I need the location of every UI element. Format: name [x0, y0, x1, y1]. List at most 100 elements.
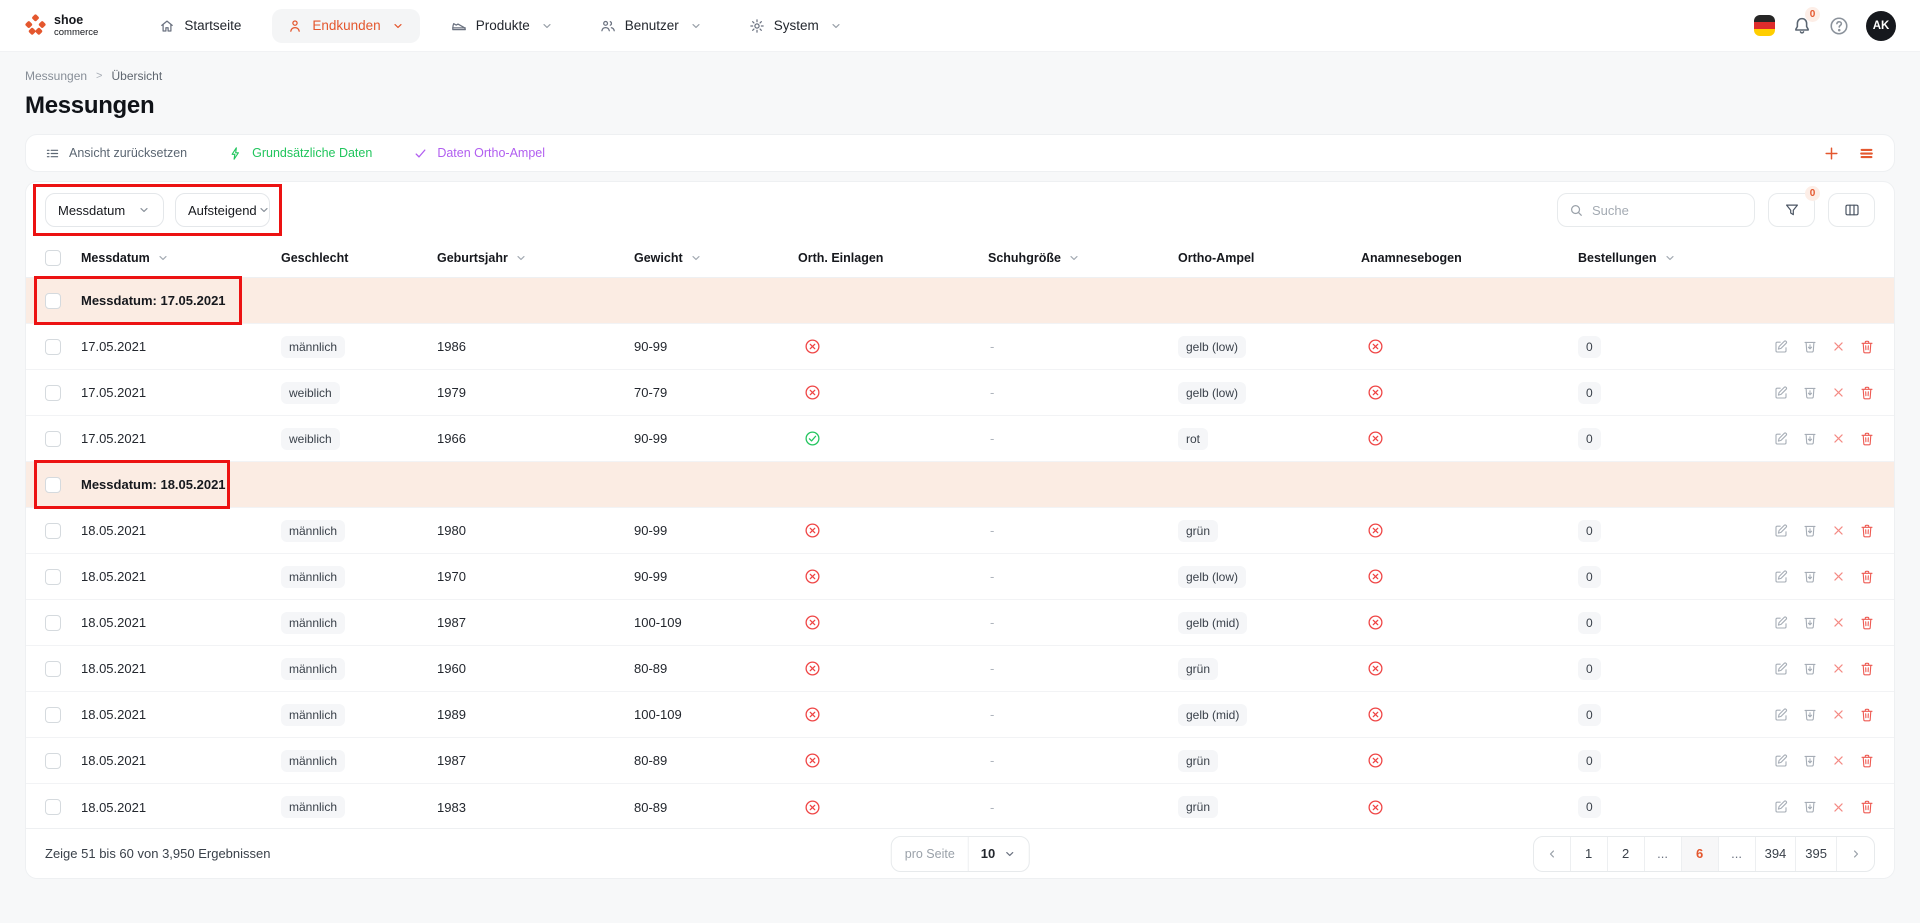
trash-action-button[interactable]: [1859, 339, 1875, 355]
trash-action-button[interactable]: [1859, 615, 1875, 631]
cell-bestellungen: 0: [1578, 796, 1725, 818]
circle-x-icon: [804, 522, 821, 539]
edit-action-button[interactable]: [1773, 753, 1789, 769]
trash-action-button[interactable]: [1859, 523, 1875, 539]
view-button-grunds-tzliche-daten[interactable]: Grundsätzliche Daten: [228, 146, 372, 161]
trash-action-button[interactable]: [1859, 431, 1875, 447]
row-checkbox[interactable]: [45, 568, 61, 585]
archive-action-button[interactable]: [1802, 569, 1818, 585]
edit-action-button[interactable]: [1773, 707, 1789, 723]
trash-action-button[interactable]: [1859, 799, 1875, 815]
trash-action-button[interactable]: [1859, 707, 1875, 723]
nav-item-benutzer[interactable]: Benutzer: [585, 9, 718, 43]
sort-direction-select[interactable]: Aufsteigend: [175, 193, 270, 227]
row-checkbox[interactable]: [45, 338, 61, 355]
select-all-checkbox[interactable]: [45, 249, 61, 266]
bestellungen-badge: 0: [1578, 381, 1601, 404]
edit-action-button[interactable]: [1773, 523, 1789, 539]
remove-action-button[interactable]: [1831, 800, 1846, 815]
archive-action-button[interactable]: [1802, 339, 1818, 355]
bestellungen-badge: 0: [1578, 657, 1601, 680]
remove-action-button[interactable]: [1831, 707, 1846, 722]
row-checkbox[interactable]: [45, 430, 61, 447]
column-header-bestellungen[interactable]: Bestellungen: [1578, 251, 1725, 265]
rows-icon[interactable]: [1858, 145, 1875, 162]
remove-action-button[interactable]: [1831, 339, 1846, 354]
notifications-button[interactable]: 0: [1792, 6, 1820, 36]
edit-action-button[interactable]: [1773, 799, 1789, 815]
breadcrumb-item-uebersicht[interactable]: Übersicht: [111, 69, 163, 83]
column-header-geburtsjahr[interactable]: Geburtsjahr: [437, 251, 634, 265]
edit-action-button[interactable]: [1773, 569, 1789, 585]
remove-action-button[interactable]: [1831, 661, 1846, 676]
group-checkbox[interactable]: [45, 476, 61, 493]
pagination-prev-button[interactable]: [1534, 836, 1571, 871]
pagination-page-2[interactable]: 2: [1608, 836, 1645, 871]
row-checkbox[interactable]: [45, 522, 61, 539]
archive-action-button[interactable]: [1802, 707, 1818, 723]
reset-view-button[interactable]: Ansicht zurücksetzen: [45, 146, 187, 161]
plus-icon[interactable]: [1823, 145, 1840, 162]
nav-item-produkte[interactable]: Produkte: [436, 9, 569, 43]
edit-action-button[interactable]: [1773, 615, 1789, 631]
ortho-ampel-badge: rot: [1178, 427, 1209, 450]
row-checkbox[interactable]: [45, 660, 61, 677]
pagination-next-button[interactable]: [1837, 837, 1874, 871]
remove-action-button[interactable]: [1831, 615, 1846, 630]
pagination-page-394[interactable]: 394: [1756, 836, 1797, 871]
trash-action-button[interactable]: [1859, 661, 1875, 677]
row-checkbox[interactable]: [45, 614, 61, 631]
archive-action-button[interactable]: [1802, 615, 1818, 631]
cell-geschlecht: männlich: [281, 611, 437, 634]
nav-item-system[interactable]: System: [734, 9, 858, 43]
filter-button[interactable]: 0: [1768, 186, 1820, 227]
cell-geschlecht: männlich: [281, 519, 437, 542]
group-checkbox[interactable]: [45, 292, 61, 309]
archive-action-button[interactable]: [1802, 385, 1818, 401]
cell-schuhgroesse: -: [990, 799, 995, 815]
german-flag-icon[interactable]: [1754, 15, 1775, 36]
trash-action-button[interactable]: [1859, 753, 1875, 769]
per-page-select[interactable]: 10: [969, 846, 1028, 861]
row-checkbox[interactable]: [45, 799, 61, 815]
edit-action-button[interactable]: [1773, 385, 1789, 401]
search-input[interactable]: [1592, 202, 1743, 218]
pagination-page-395[interactable]: 395: [1796, 836, 1837, 871]
sort-field-select[interactable]: Messdatum: [45, 193, 164, 227]
archive-action-button[interactable]: [1802, 799, 1818, 815]
cell-orth-einlagen: [798, 660, 988, 677]
pagination: 1 2... 6... 394 395: [1532, 835, 1875, 872]
edit-action-button[interactable]: [1773, 339, 1789, 355]
columns-button[interactable]: [1828, 193, 1875, 227]
view-button-daten-ortho-ampel[interactable]: Daten Ortho-Ampel: [413, 146, 545, 161]
remove-action-button[interactable]: [1831, 431, 1846, 446]
row-checkbox[interactable]: [45, 384, 61, 401]
remove-action-button[interactable]: [1831, 385, 1846, 400]
trash-action-button[interactable]: [1859, 569, 1875, 585]
nav-item-endkunden[interactable]: Endkunden: [272, 8, 420, 43]
archive-action-button[interactable]: [1802, 753, 1818, 769]
pagination-page-1[interactable]: 1: [1571, 836, 1608, 871]
archive-action-button[interactable]: [1802, 431, 1818, 447]
row-checkbox[interactable]: [45, 752, 61, 769]
trash-action-button[interactable]: [1859, 385, 1875, 401]
archive-action-button[interactable]: [1802, 523, 1818, 539]
help-button[interactable]: [1829, 16, 1849, 36]
remove-action-button[interactable]: [1831, 569, 1846, 584]
column-header-messdatum[interactable]: Messdatum: [81, 251, 281, 265]
archive-icon: [1802, 799, 1818, 815]
edit-action-button[interactable]: [1773, 431, 1789, 447]
nav-item-startseite[interactable]: Startseite: [144, 9, 256, 43]
remove-action-button[interactable]: [1831, 523, 1846, 538]
column-header-schuhgr-e[interactable]: Schuhgröße: [988, 251, 1178, 265]
avatar[interactable]: AK: [1866, 10, 1896, 41]
breadcrumb-item-messungen[interactable]: Messungen: [25, 69, 88, 83]
edit-icon: [1773, 385, 1789, 401]
archive-action-button[interactable]: [1802, 661, 1818, 677]
brand-logo[interactable]: shoe commerce: [24, 14, 98, 37]
row-checkbox[interactable]: [45, 706, 61, 723]
column-header-gewicht[interactable]: Gewicht: [634, 251, 798, 265]
pagination-page-6[interactable]: 6: [1681, 836, 1719, 871]
edit-action-button[interactable]: [1773, 661, 1789, 677]
remove-action-button[interactable]: [1831, 753, 1846, 768]
